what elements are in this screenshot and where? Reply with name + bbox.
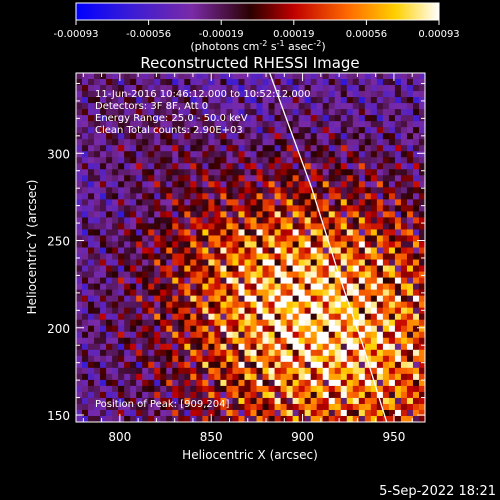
colorbar-tick-label: 0.00093	[418, 29, 459, 40]
x-tick-label: 950	[382, 430, 405, 444]
y-axis-label: Heliocentric Y (arcsec)	[25, 180, 39, 315]
x-tick-label: 900	[291, 430, 314, 444]
plot-frame	[75, 72, 426, 423]
colorbar: -0.00093 -0.00056 -0.00019 0.00019 0.00056 0.…	[54, 2, 460, 53]
colorbar-tick-label: 0.00056	[346, 29, 387, 40]
x-tick-label: 850	[200, 430, 223, 444]
y-tick-label: 300	[47, 147, 70, 161]
footer-date: 5-Sep-2022 18:21	[379, 484, 496, 499]
colorbar-gradient	[75, 2, 440, 21]
y-tick-label: 150	[47, 409, 70, 423]
heatmap-image	[76, 73, 425, 422]
colorbar-tick-label: 0.00019	[273, 29, 314, 40]
annotation-line: Energy Range: 25.0 - 50.0 keV	[95, 113, 248, 124]
annotation-line: Clean Total counts: 2.90E+03	[95, 125, 243, 136]
colorbar-tick-label: -0.00019	[199, 29, 244, 40]
colorbar-ticks: -0.00093 -0.00056 -0.00019 0.00019 0.00056 0.…	[54, 20, 460, 40]
x-tick-label: 800	[108, 430, 131, 444]
colorbar-tick-label: -0.00093	[54, 29, 99, 40]
peak-position-label: Position of Peak: [909,204]	[95, 399, 229, 410]
chart-title: Reconstructed RHESSI Image	[140, 54, 359, 72]
colorbar-units: (photons cm-2 s-1 asec-2)	[190, 39, 325, 53]
annotation-line: 11-Jun-2016 10:46:12.000 to 10:52:12.000	[95, 89, 311, 100]
x-axis: 800 850 900 950	[82, 73, 413, 444]
y-tick-label: 200	[47, 322, 70, 336]
y-tick-label: 250	[47, 235, 70, 249]
solar-limb-line	[269, 73, 388, 422]
annotation-line: Detectors: 3F 8F, Att 0	[95, 101, 208, 112]
annotation-block: 11-Jun-2016 10:46:12.000 to 10:52:12.000…	[95, 89, 311, 136]
colorbar-tick-label: -0.00056	[126, 29, 171, 40]
x-axis-label: Heliocentric X (arcsec)	[182, 448, 318, 462]
y-axis: 150 200 250 300	[47, 82, 425, 423]
